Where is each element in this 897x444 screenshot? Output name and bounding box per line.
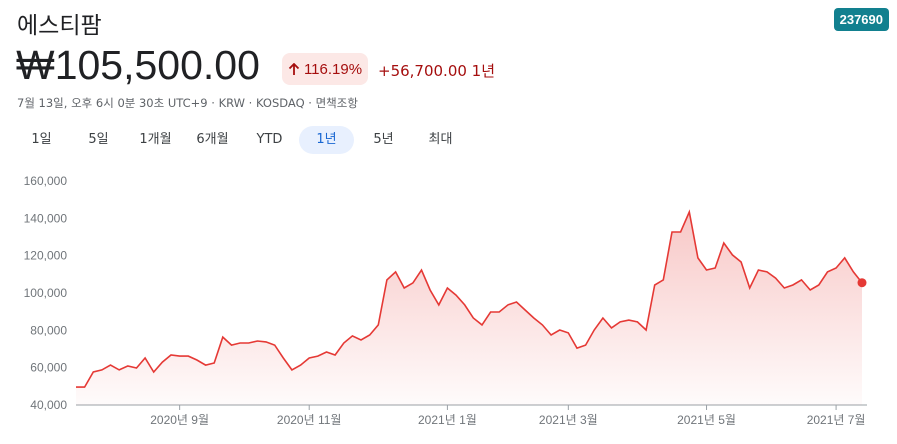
x-tick-label: 2021년 5월 xyxy=(677,413,736,427)
info-line: 7월 13일, 오후 6시 0분 30초 UTC+9 · KRW · KOSDA… xyxy=(17,96,358,110)
stock-name: 에스티팜 xyxy=(17,13,102,39)
range-tab[interactable]: 1일 xyxy=(31,132,52,147)
range-tab[interactable]: 5년 xyxy=(373,132,394,147)
range-tab[interactable]: 5일 xyxy=(88,132,109,147)
range-tab[interactable]: 최대 xyxy=(428,132,453,147)
x-tick-label: 2021년 3월 xyxy=(539,413,598,427)
change-pill: 116.19% xyxy=(282,53,368,85)
range-tab[interactable]: 1개월 xyxy=(139,132,172,147)
change-percent: 116.19% xyxy=(303,60,363,78)
y-tick-label: 160,000 xyxy=(24,174,68,188)
y-tick-label: 140,000 xyxy=(24,211,68,225)
range-tab[interactable]: YTD xyxy=(256,132,283,147)
range-tab[interactable]: 1년 xyxy=(299,126,354,154)
y-tick-label: 60,000 xyxy=(30,361,67,375)
change-amount: +56,700.00 1년 xyxy=(378,62,496,80)
price-line xyxy=(76,209,863,388)
y-tick-label: 40,000 xyxy=(30,398,67,412)
up-arrow xyxy=(288,62,300,75)
y-tick-label: 100,000 xyxy=(24,286,68,300)
y-tick-label: 120,000 xyxy=(24,249,68,263)
area xyxy=(76,212,862,405)
range-tabs: 1일 5일 1개월 6개월 YTD 1년 5년 최대 xyxy=(14,126,470,154)
price: ₩105,500.00 xyxy=(16,42,260,88)
last-point xyxy=(857,278,867,288)
ticker-badge[interactable]: 237690 xyxy=(833,8,889,31)
x-tick-label: 2021년 1월 xyxy=(418,413,477,427)
chart: 40,000 60,000 80,000 100,000 120,000 140,000 1… xyxy=(24,174,867,427)
range-tab[interactable]: 6개월 xyxy=(196,132,229,147)
x-tick-label: 2020년 9월 xyxy=(150,413,209,427)
x-tick-label: 2021년 7월 xyxy=(807,413,866,427)
y-tick-label: 80,000 xyxy=(30,323,67,337)
x-tick-label: 2020년 11월 xyxy=(277,413,342,427)
